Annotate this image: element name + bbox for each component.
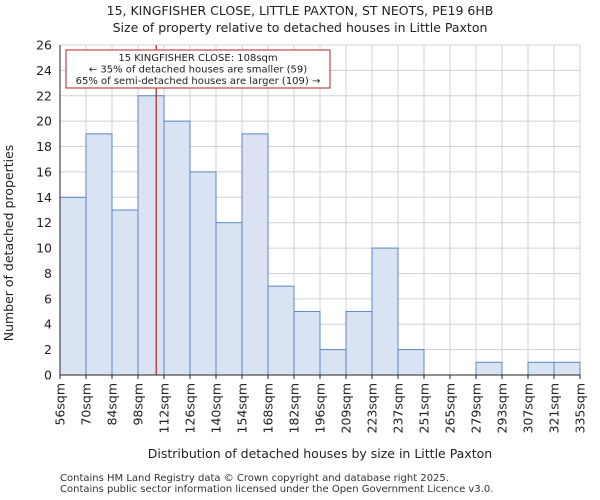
axes [59,45,581,379]
y-tick-label: 12 [36,215,52,230]
bars [59,95,581,376]
x-tick-label: 335sqm [573,383,588,433]
bar-140sqm [215,222,243,376]
chart-title: 15, KINGFISHER CLOSE, LITTLE PAXTON, ST … [107,3,494,18]
y-tick-label: 10 [36,241,52,256]
y-tick-label: 22 [36,88,52,103]
bar-168sqm [267,285,295,376]
x-tick-label: 140sqm [209,383,224,433]
annotation-line-1: 15 KINGFISHER CLOSE: 108sqm [118,53,277,64]
bar-126sqm [189,171,217,376]
bar-182sqm [293,311,321,376]
x-tick-label: 112sqm [157,383,172,433]
x-tick-label: 307sqm [521,383,536,433]
x-tick-label: 251sqm [417,383,432,433]
x-tick-label: 321sqm [547,383,562,433]
x-tick-label: 209sqm [339,383,354,433]
y-tick-label: 0 [44,368,52,383]
footer-line-1: Contains HM Land Registry data © Crown c… [60,473,449,484]
x-axis-label: Distribution of detached houses by size … [148,446,492,461]
bar-223sqm [371,247,399,376]
annotation-line-3: 65% of semi-detached houses are larger (… [76,76,321,87]
bar-84sqm [111,209,139,376]
chart-subtitle: Size of property relative to detached ho… [113,20,488,35]
x-tick-label: 279sqm [469,383,484,433]
y-tick-label: 20 [36,114,52,129]
x-tick-label: 182sqm [287,383,302,433]
x-tick-label: 98sqm [131,383,146,426]
x-tick-label: 196sqm [313,383,328,433]
x-tick-label: 70sqm [79,383,94,426]
x-tick-label: 168sqm [261,383,276,433]
bar-279sqm [475,361,503,376]
y-tick-label: 2 [44,342,52,357]
y-tick-label: 14 [36,190,52,205]
bar-56sqm [59,196,87,376]
bar-237sqm [397,349,425,376]
y-tick-label: 4 [44,317,52,332]
x-tick-label: 293sqm [495,383,510,433]
x-tick-label: 154sqm [235,383,250,433]
y-tick-label: 24 [36,63,52,78]
x-tick-label: 237sqm [391,383,406,433]
x-tick-label: 265sqm [443,383,458,433]
bar-98sqm [137,95,165,376]
bar-307sqm [527,361,555,376]
bar-321sqm [553,361,581,376]
y-tick-label: 18 [36,139,52,154]
x-tick-label: 126sqm [183,383,198,433]
bar-209sqm [345,311,373,376]
footer-line-2: Contains public sector information licen… [60,484,494,495]
bar-154sqm [241,133,269,376]
footer-credits: Contains HM Land Registry data © Crown c… [60,473,493,495]
x-tick-label: 223sqm [365,383,380,433]
x-tick-labels: 56sqm 70sqm 84sqm 98sqm 112sqm 126sqm 140sqm 15… [53,383,588,433]
x-tick-label: 56sqm [53,383,68,426]
y-tick-label: 6 [44,291,52,306]
annotation-box: 15 KINGFISHER CLOSE: 108sqm ← 35% of det… [65,49,331,89]
y-axis-label: Number of detached properties [1,145,16,342]
bar-196sqm [319,349,347,376]
y-tick-label: 16 [36,164,52,179]
bar-70sqm [85,133,113,376]
annotation-line-2: ← 35% of detached houses are smaller (59… [89,65,307,76]
bar-112sqm [163,120,191,376]
y-tick-label: 26 [36,38,52,53]
x-tick-label: 84sqm [105,383,120,426]
y-tick-label: 8 [44,266,52,281]
